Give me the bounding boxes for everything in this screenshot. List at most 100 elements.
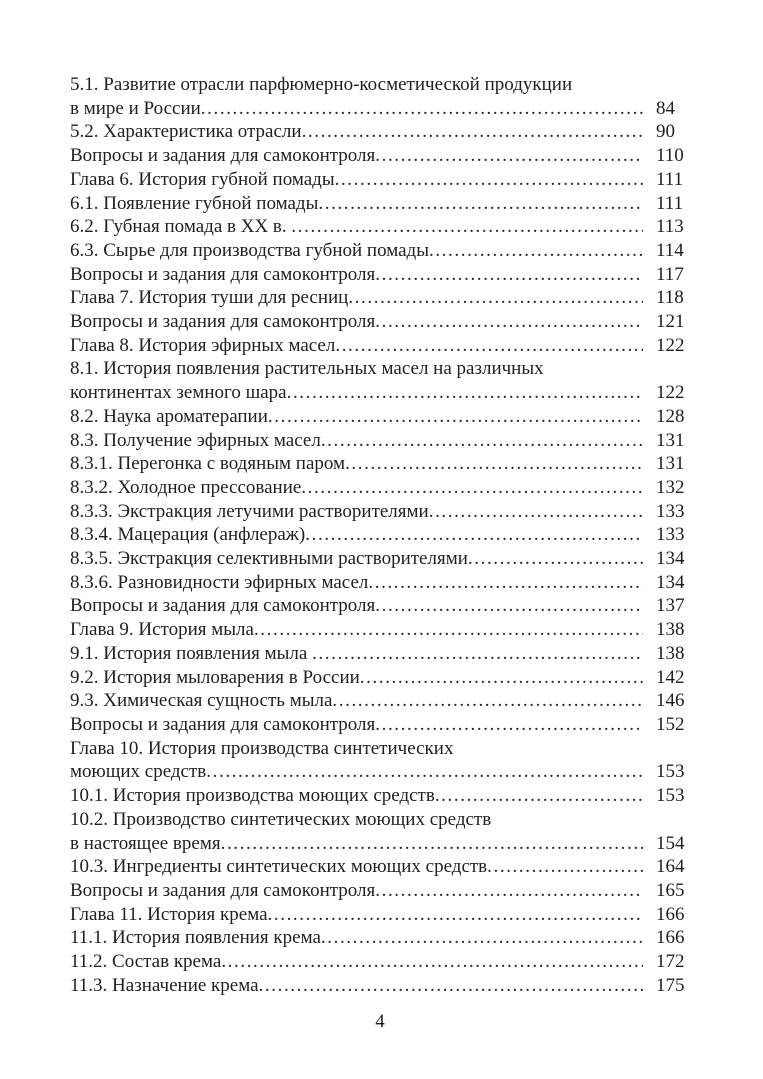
dot-leader xyxy=(487,855,643,879)
toc-entry-page: 138 xyxy=(656,619,685,641)
toc-entry: Вопросы и задания для самоконтроля 121 xyxy=(70,310,690,334)
dot-leader xyxy=(305,523,643,547)
dot-leader xyxy=(259,974,643,998)
toc-entry: 8.3.4. Мацерация (анфлераж) 133 xyxy=(70,523,690,547)
toc-entry-page: 90 xyxy=(656,121,675,143)
dot-leader xyxy=(221,950,643,974)
toc-entry-label: Глава 7. История туши для ресниц xyxy=(70,287,349,309)
toc-entry: Глава 8. История эфирных масел 122 xyxy=(70,334,690,358)
toc-entry-label: 8.2. Наука ароматерапии xyxy=(70,405,268,427)
dot-leader xyxy=(368,571,643,595)
toc-entry-label: Глава 11. История крема xyxy=(70,903,268,925)
toc-entry-page: 152 xyxy=(656,713,685,735)
toc-entry: Глава 11. История крема 166 xyxy=(70,903,690,927)
dot-leader xyxy=(335,168,643,192)
toc-entry-label: 11.1. История появления крема xyxy=(70,927,321,949)
dot-leader xyxy=(360,666,643,690)
dot-leader xyxy=(332,689,643,713)
dot-leader xyxy=(375,310,643,334)
dot-leader xyxy=(468,547,643,571)
toc-entry-label: 8.3.2. Холодное прессование xyxy=(70,476,302,498)
toc-entry: 9.3. Химическая сущность мыла 146 xyxy=(70,689,690,713)
toc-entry: 6.2. Губная помада в XX в. 113 xyxy=(70,215,690,239)
toc-entry-page: 153 xyxy=(656,785,685,807)
toc-entry-page: 134 xyxy=(656,548,685,570)
toc-entry: в настоящее время 154 xyxy=(70,832,690,856)
toc-entry-page: 118 xyxy=(656,287,684,309)
toc-entry: 8.3.5. Экстракция селективными растворит… xyxy=(70,547,690,571)
toc-entry-label: 10.1. История производства моющих средст… xyxy=(70,785,435,807)
dot-leader xyxy=(268,903,643,927)
toc-entry: 10.3. Ингредиенты синтетических моющих с… xyxy=(70,855,690,879)
dot-leader xyxy=(291,215,643,239)
dot-leader xyxy=(221,832,643,856)
toc-entry: Вопросы и задания для самоконтроля 137 xyxy=(70,594,690,618)
toc-entry-page: 111 xyxy=(656,192,684,214)
toc-entry-label: Глава 6. История губной помады xyxy=(70,168,335,190)
dot-leader xyxy=(268,405,643,429)
dot-leader xyxy=(375,713,643,737)
toc-entry-page: 137 xyxy=(656,595,685,617)
dot-leader xyxy=(429,239,643,263)
toc-entry: 11.2. Состав крема 172 xyxy=(70,950,690,974)
toc-entry: 10.2. Производство синтетических моющих … xyxy=(70,808,690,832)
toc-entry-page: 146 xyxy=(656,690,685,712)
dot-leader xyxy=(435,784,643,808)
toc-entry-page: 134 xyxy=(656,571,685,593)
dot-leader xyxy=(312,642,643,666)
toc-entry-page: 131 xyxy=(656,453,685,475)
toc-entry: Вопросы и задания для самоконтроля 165 xyxy=(70,879,690,903)
toc-entry-label: Вопросы и задания для самоконтроля xyxy=(70,145,376,167)
toc-entry-page: 122 xyxy=(656,334,685,356)
toc-entry-label: 11.2. Состав крема xyxy=(70,951,222,973)
dot-leader xyxy=(375,263,643,287)
toc-entry-page: 133 xyxy=(656,500,685,522)
toc-entry-page: 132 xyxy=(656,476,685,498)
toc-entry-label: 5.2. Характеристика отрасли xyxy=(70,121,302,143)
toc-entry-label: 9.1. История появления мыла xyxy=(70,642,313,664)
toc-entry: 8.3.3. Экстракция летучими растворителям… xyxy=(70,500,690,524)
dot-leader xyxy=(321,926,643,950)
toc-entry-page: 110 xyxy=(656,145,684,167)
toc-entry-label: 8.3.5. Экстракция селективными растворит… xyxy=(70,548,468,570)
toc-entry-page: 165 xyxy=(656,879,685,901)
toc-entry-label: Глава 8. История эфирных масел xyxy=(70,334,336,356)
toc-entry-label: 9.2. История мыловарения в России xyxy=(70,666,360,688)
toc-entry: Глава 9. История мыла 138 xyxy=(70,618,690,642)
toc-entry: Глава 10. История производства синтетиче… xyxy=(70,737,690,761)
table-of-contents: 5.1. Развитие отрасли парфюмерно-космети… xyxy=(70,73,690,997)
dot-leader xyxy=(201,97,643,121)
toc-entry-label: моющих средств xyxy=(70,761,207,783)
toc-entry-page: 114 xyxy=(656,239,684,261)
dot-leader xyxy=(302,120,643,144)
toc-entry-label: Вопросы и задания для самоконтроля xyxy=(70,879,376,901)
toc-entry: в мире и России 84 xyxy=(70,97,690,121)
toc-entry-page: 142 xyxy=(656,666,685,688)
toc-entry: 8.3.2. Холодное прессование 132 xyxy=(70,476,690,500)
toc-entry: 6.3. Сырье для производства губной помад… xyxy=(70,239,690,263)
toc-entry-page: 131 xyxy=(656,429,685,451)
dot-leader xyxy=(375,144,643,168)
toc-entry-label: континентах земного шара xyxy=(70,382,287,404)
toc-entry-label: 10.2. Производство синтетических моющих … xyxy=(70,808,492,830)
toc-entry-page: 175 xyxy=(656,974,685,996)
dot-leader xyxy=(348,286,643,310)
toc-entry-label: Вопросы и задания для самоконтроля xyxy=(70,263,376,285)
toc-entry-label: 8.3.3. Экстракция летучими растворителям… xyxy=(70,500,429,522)
toc-entry-label: Вопросы и задания для самоконтроля xyxy=(70,595,376,617)
dot-leader xyxy=(206,760,643,784)
toc-entry-label: 8.3.4. Мацерация (анфлераж) xyxy=(70,524,306,546)
toc-entry: 6.1. Появление губной помады 111 xyxy=(70,192,690,216)
toc-entry: Вопросы и задания для самоконтроля 110 xyxy=(70,144,690,168)
toc-entry-label: 8.3. Получение эфирных масел xyxy=(70,429,321,451)
toc-entry-label: 11.3. Назначение крема xyxy=(70,974,259,996)
toc-entry: Вопросы и задания для самоконтроля 117 xyxy=(70,263,690,287)
dot-leader xyxy=(254,618,643,642)
dot-leader xyxy=(287,381,643,405)
toc-entry-page: 166 xyxy=(656,927,685,949)
toc-entry: 9.2. История мыловарения в России 142 xyxy=(70,666,690,690)
toc-entry: Вопросы и задания для самоконтроля 152 xyxy=(70,713,690,737)
toc-entry: 5.1. Развитие отрасли парфюмерно-космети… xyxy=(70,73,690,97)
dot-leader xyxy=(375,594,643,618)
